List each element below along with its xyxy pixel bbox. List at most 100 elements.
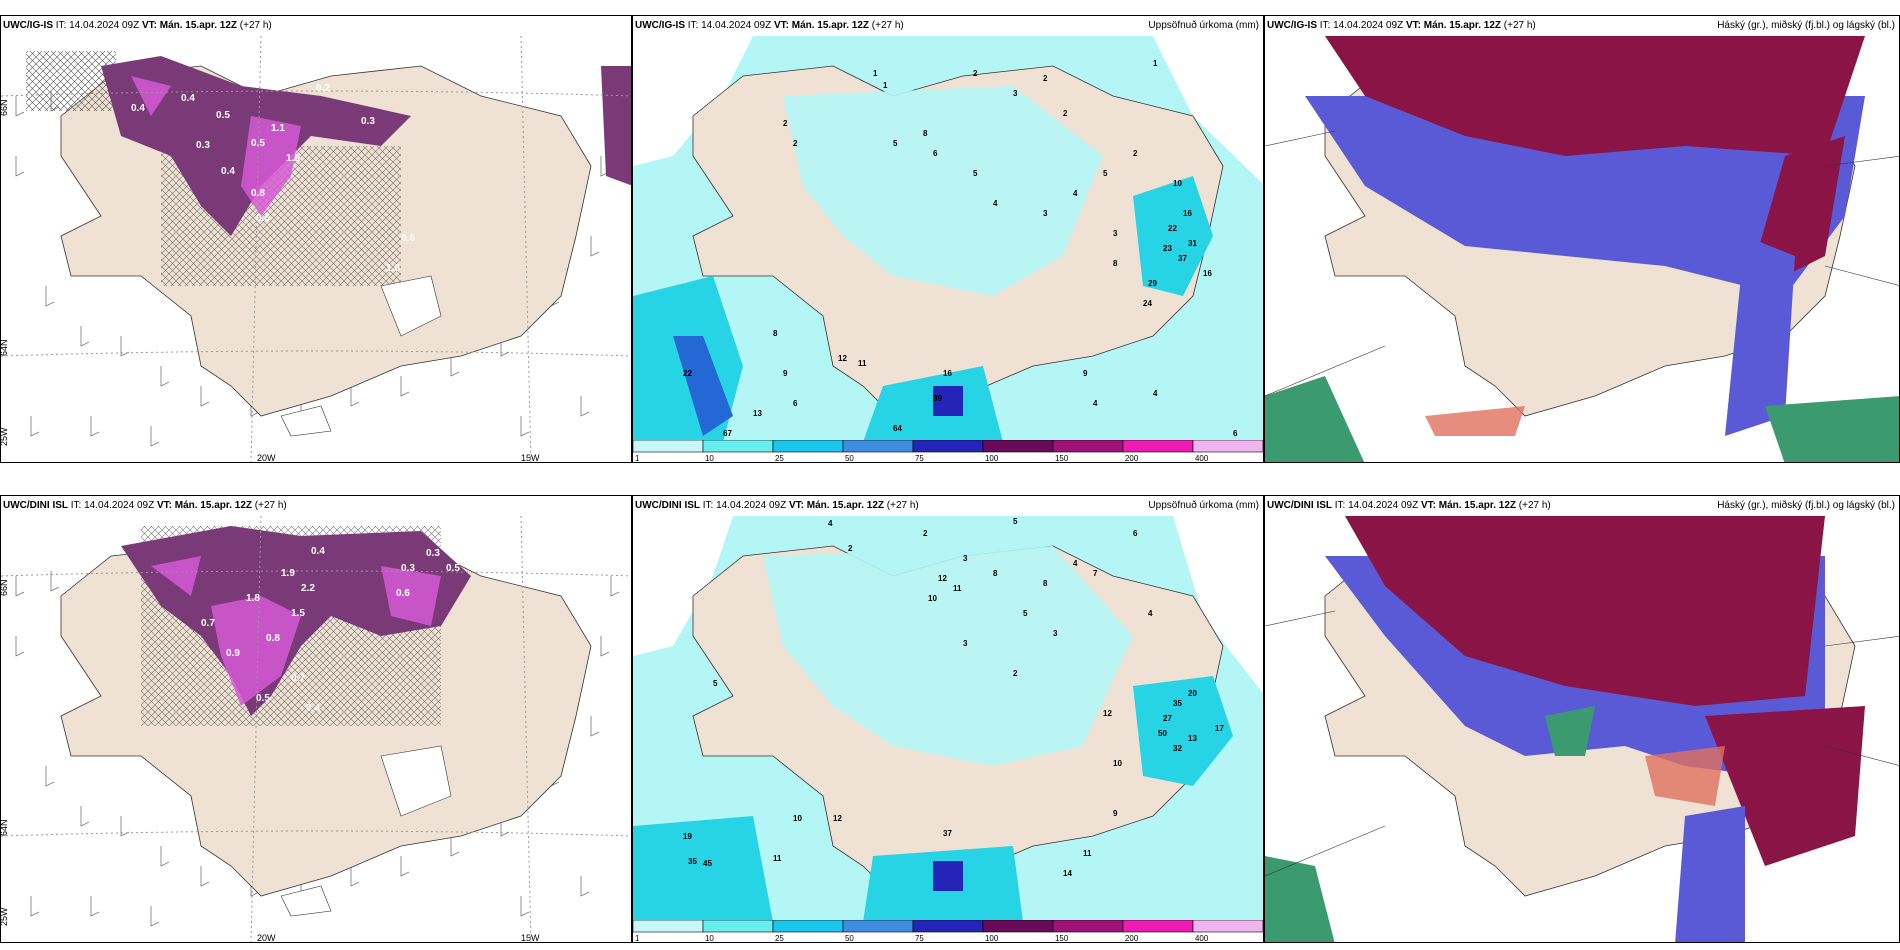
cloud-region bbox=[1645, 746, 1725, 806]
precip-value: 17 bbox=[1215, 724, 1224, 733]
precip-value: 10 bbox=[1113, 759, 1122, 768]
precip-colorbar: 1 10 25 50 75 100 150 200 400 bbox=[633, 920, 1263, 942]
precip-value: 5 bbox=[1013, 517, 1018, 526]
snow-value: 0.8 bbox=[251, 188, 265, 199]
white-glacier bbox=[280, 885, 332, 917]
precip-colorbar: 1 10 25 50 75 100 150 200 400 bbox=[633, 440, 1263, 462]
snow-value: 1.8 bbox=[246, 593, 260, 604]
colorbar-swatch bbox=[1192, 440, 1263, 453]
precip-value: 1 bbox=[1153, 59, 1158, 68]
precip-value: 4 bbox=[1073, 559, 1078, 568]
precip-value: 7 bbox=[1093, 569, 1098, 578]
panel-title: Uppsöfnuð úrkoma (mm) bbox=[1148, 500, 1259, 511]
snow-value: 0.6 bbox=[256, 213, 270, 224]
precip-value: 1 bbox=[873, 69, 878, 78]
colorbar-tick-label: 1 bbox=[635, 454, 640, 462]
axis-label-lon: 20W bbox=[257, 453, 276, 463]
precip-value: 5 bbox=[1103, 169, 1108, 178]
precip-value: 29 bbox=[1148, 279, 1157, 288]
model-label: UWC/DINI ISL bbox=[1267, 500, 1332, 511]
colorbar-tick-label: 1 bbox=[635, 934, 640, 942]
valid-label: VT: bbox=[1405, 20, 1421, 31]
colorbar-tick-label: 150 bbox=[1055, 454, 1069, 462]
precip-value: 64 bbox=[893, 424, 902, 433]
valid-label: VT: bbox=[141, 20, 157, 31]
colorbar-swatch bbox=[1122, 440, 1194, 453]
precip-value: 11 bbox=[773, 854, 782, 863]
precip-value: 13 bbox=[753, 409, 762, 418]
colorbar-tick-label: 200 bbox=[1125, 934, 1139, 942]
axis-label-lon: 25W bbox=[1, 907, 9, 926]
panel-title: Háský (gr.), miðský (fj.bl.) og lágský (… bbox=[1717, 500, 1895, 511]
snow-value: 0.2 bbox=[316, 83, 330, 94]
precip-value: 4 bbox=[1148, 609, 1153, 618]
precip-value: 9 bbox=[1113, 809, 1118, 818]
precip-region bbox=[763, 546, 1133, 766]
precip-value: 4 bbox=[1093, 399, 1098, 408]
snow-region bbox=[601, 66, 631, 186]
panel-top-snow: UWC/IG-IS IT: 14.04.2024 09Z VT: Mán. 15… bbox=[0, 15, 632, 463]
precip-value: 3 bbox=[1113, 229, 1118, 238]
axis-label-lon: 15W bbox=[521, 453, 540, 463]
axis-label-lat: 66N bbox=[1, 579, 9, 596]
precip-region bbox=[673, 336, 733, 436]
precip-value: 35 bbox=[688, 857, 697, 866]
valid-time: Mán. 15.apr. 12Z bbox=[1438, 500, 1517, 511]
colorbar-swatch bbox=[633, 440, 704, 453]
precip-value: 2 bbox=[1133, 149, 1138, 158]
snow-value: 0.6 bbox=[396, 588, 410, 599]
snow-value: 0.5 bbox=[251, 138, 265, 149]
panel-header: UWC/IG-IS IT: 14.04.2024 09Z VT: Mán. 15… bbox=[1267, 20, 1536, 31]
precip-value: 2 bbox=[793, 139, 798, 148]
valid-label: VT: bbox=[1420, 500, 1436, 511]
graticule bbox=[1, 36, 631, 462]
panel-header: UWC/DINI ISL IT: 14.04.2024 09Z VT: Mán.… bbox=[635, 500, 919, 511]
precip-value: 31 bbox=[1188, 239, 1197, 248]
precip-value: 12 bbox=[838, 354, 847, 363]
precip-ocean-white bbox=[633, 516, 733, 656]
colorbar-swatch bbox=[633, 920, 704, 933]
snow-value: 0.4 bbox=[131, 103, 145, 114]
white-glacier bbox=[380, 745, 452, 817]
colorbar-tick-label: 100 bbox=[985, 454, 999, 462]
colorbar-tick-label: 50 bbox=[845, 934, 854, 942]
snow-value: 0.5 bbox=[256, 693, 270, 704]
precip-value: 2 bbox=[973, 69, 978, 78]
snow-value: 0.2 bbox=[296, 70, 310, 81]
hatched-area bbox=[26, 51, 116, 111]
axis-label-lon: 20W bbox=[257, 933, 276, 943]
colorbar-swatch bbox=[1192, 920, 1263, 933]
precip-value: 22 bbox=[683, 369, 692, 378]
precip-value: 4 bbox=[1153, 389, 1158, 398]
colorbar-tick-label: 25 bbox=[775, 454, 784, 462]
snow-value: 1.0 bbox=[386, 263, 400, 274]
precip-value: 3 bbox=[1013, 89, 1018, 98]
lead-time: (+27 h) bbox=[886, 500, 919, 511]
snow-value: 1.5 bbox=[286, 153, 300, 164]
valid-time: Mán. 15.apr. 12Z bbox=[174, 500, 253, 511]
precip-value: 12 bbox=[938, 574, 947, 583]
valid-time: Mán. 15.apr. 12Z bbox=[791, 20, 870, 31]
axis-label-lat: 66N bbox=[1, 99, 9, 116]
snow-value: 0.4 bbox=[181, 93, 195, 104]
precip-value: 67 bbox=[723, 429, 732, 438]
snow-value: 0.3 bbox=[361, 116, 375, 127]
snow-value: 0.5 bbox=[446, 563, 460, 574]
valid-label: VT: bbox=[773, 20, 789, 31]
snow-value: 0.3 bbox=[426, 548, 440, 559]
panel-header: UWC/IG-IS IT: 14.04.2024 09Z VT: Mán. 15… bbox=[3, 20, 272, 31]
model-label: UWC/IG-IS bbox=[3, 20, 53, 31]
colorbar-swatch bbox=[842, 920, 914, 933]
lead-time: (+27 h) bbox=[1518, 500, 1551, 511]
panel-header: UWC/DINI ISL IT: 14.04.2024 09Z VT: Mán.… bbox=[3, 500, 287, 511]
run-label: IT: bbox=[70, 500, 82, 511]
run-time: 14.04.2024 09Z bbox=[716, 500, 787, 511]
precip-value: 8 bbox=[923, 129, 928, 138]
panel-title: Háský (gr.), miðský (fj.bl.) og lágský (… bbox=[1717, 20, 1895, 31]
snow-value: 0.3 bbox=[196, 140, 210, 151]
colorbar-swatch bbox=[912, 920, 984, 933]
precip-value: 8 bbox=[773, 329, 778, 338]
colorbar-tick-label: 400 bbox=[1195, 934, 1209, 942]
precip-value: 12 bbox=[1103, 709, 1112, 718]
snow-region bbox=[211, 596, 301, 706]
